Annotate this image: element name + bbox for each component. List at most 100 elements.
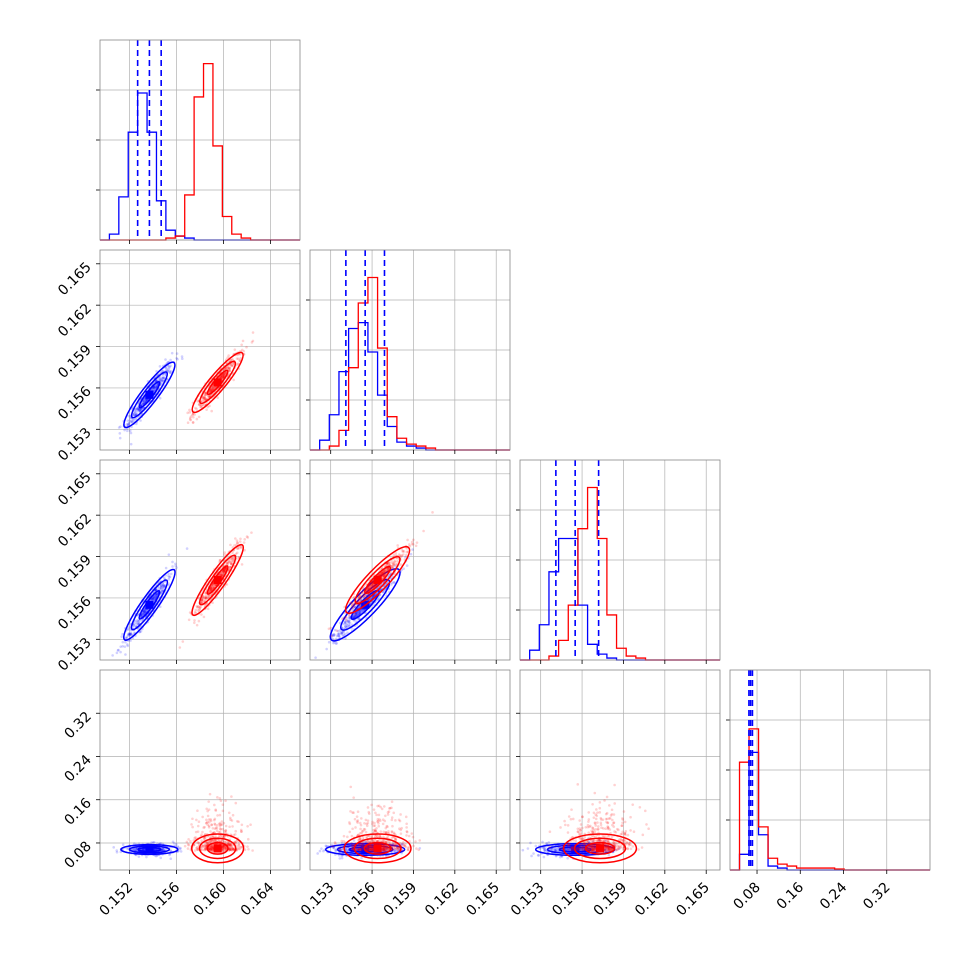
scatter-point [116,851,119,854]
scatter-point [208,825,211,828]
scatter-point [411,541,414,544]
x-tick-label: 0.152 [97,880,137,920]
scatter-point [193,413,196,416]
scatter-point [376,820,379,823]
scatter-point [382,823,385,826]
scatter-point [386,835,389,838]
scatter-point [242,340,245,343]
scatter-point [346,836,349,839]
scatter-point [348,621,351,624]
scatter-point [124,641,127,644]
scatter-point [422,530,425,533]
scatter-point [399,820,402,823]
scatter-point [388,807,391,810]
scatter-point [325,648,328,651]
scatter-point [408,543,411,546]
scatter-point [350,601,353,604]
scatter-point [361,830,364,833]
scatter-point [622,818,625,821]
scatter-point [193,621,196,624]
scatter-point [330,635,333,638]
scatter-point [378,835,381,838]
histogram-series-0 [100,93,300,240]
scatter-point [187,843,190,846]
scatter-point [219,814,222,817]
scatter-point [243,350,246,353]
scatter-point [522,849,525,852]
scatter-point [405,834,408,837]
scatter-point [139,419,142,422]
x-tick-label: 0.160 [191,880,231,920]
scatter-point [249,823,252,826]
y-tick-label: 0.24 [61,752,94,785]
scatter-point [226,561,229,564]
scatter-point [202,397,205,400]
scatter-point [169,857,172,860]
y-tick-label: 0.08 [61,838,94,871]
scatter-point [222,810,225,813]
scatter-point [196,848,199,851]
scatter-point [629,816,632,819]
scatter-point [405,554,408,557]
y-tick-label: 0.162 [55,511,95,551]
scatter-point [127,634,130,637]
scatter-point [186,841,189,844]
scatter-point [607,854,610,857]
scatter-point [222,828,225,831]
scatter-point [375,827,378,830]
scatter-point [328,641,331,644]
scatter-point [365,831,368,834]
scatter-point [191,414,194,417]
scatter-point [378,814,381,817]
scatter-point [341,857,344,860]
y-tick-label: 0.162 [55,301,95,341]
y-tick-label: 0.153 [55,425,95,465]
scatter-point [343,835,346,838]
scatter-point [162,584,165,587]
scatter-point [251,341,254,344]
scatter-point [198,820,201,823]
scatter-point [339,857,342,860]
scatter-point [119,645,122,648]
scatter-point [392,563,395,566]
scatter-point [411,548,414,551]
scatter-point [400,555,403,558]
histogram-panel [516,460,720,664]
scatter-point [593,811,596,814]
scatter-point [385,825,388,828]
scatter-point [239,537,242,540]
scatter-point [415,847,418,850]
scatter-point [408,835,411,838]
scatter-point [371,823,374,826]
x-tick-label: 0.24 [817,879,850,912]
histogram-panel [726,670,930,874]
scatter-point [415,544,418,547]
scatter-point [245,346,248,349]
scatter-point [168,854,171,857]
scatter-point [205,408,208,411]
x-tick-label: 0.164 [238,879,278,919]
scatter-point [159,585,162,588]
y-tick-label: 0.156 [55,383,95,423]
scatter-point [196,418,199,421]
scatter-point [394,838,397,841]
x-tick-label: 0.32 [860,880,893,913]
scatter-point [219,823,222,826]
scatter-point [351,811,354,814]
scatter-point [381,808,384,811]
scatter-point [406,564,409,567]
y-tick-label: 0.165 [55,469,95,509]
scatter-point [238,844,241,847]
scatter-point [240,343,243,346]
histogram-series-1 [310,278,510,450]
scatter-point [175,843,178,846]
scatter-point [391,800,394,803]
scatter-point [368,812,371,815]
scatter-point [159,857,162,860]
scatter-point [360,857,363,860]
scatter-point [344,616,347,619]
scatter-point [164,358,167,361]
scatter-point [541,841,544,844]
scatter-point [202,845,205,848]
